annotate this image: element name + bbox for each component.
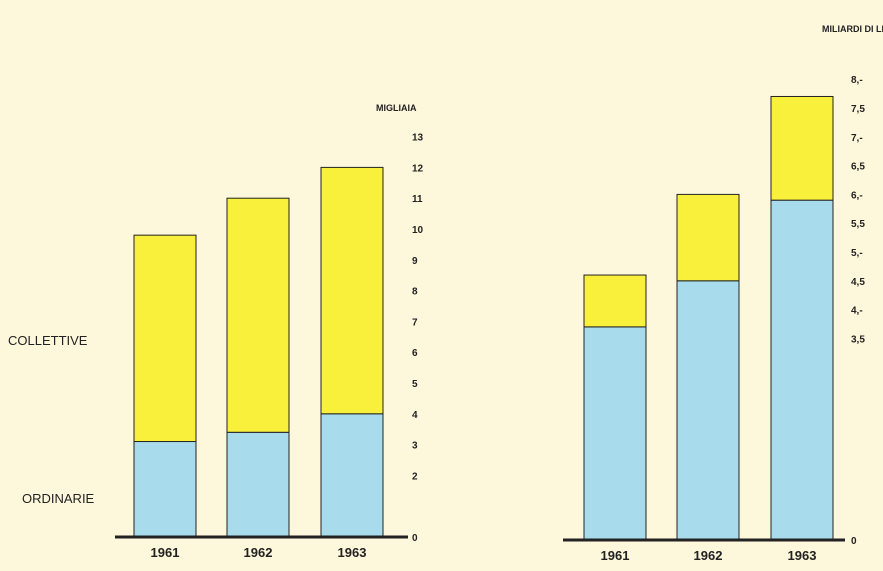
year-label-left-1962: 1962 [244, 545, 273, 560]
legend-collettive-label: COLLETTIVE [8, 333, 88, 348]
y-tick-left: 11 [412, 194, 423, 205]
y-tick-left: 0 [412, 533, 418, 544]
y-unit-label-left: MIGLIAIA [376, 103, 417, 113]
chart-right: 1961 1962 1963 MILIARDI DI LIRE 8,- 7,5 7,- 6,5… [563, 24, 883, 563]
bar-right-1962-collettive [676, 193, 740, 282]
year-label-right-1962: 1962 [694, 548, 723, 563]
y-tick-right: 0 [851, 536, 857, 547]
y-tick-left: 2 [412, 471, 418, 482]
y-tick-left: 9 [412, 256, 418, 267]
y-tick-right: 4,- [851, 306, 863, 317]
year-label-left-1963: 1963 [338, 545, 367, 560]
chart-left: 1961 1962 1963 MIGLIAIA 13 12 11 10 9 8 7 6 5 4 3 2 0 [115, 103, 424, 560]
bar-right-1963-ordinarie [770, 199, 834, 541]
y-tick-left: 8 [412, 287, 418, 298]
bar-left-1963-collettive [320, 166, 384, 415]
y-tick-right: 5,- [851, 248, 863, 259]
y-tick-right: 6,- [851, 190, 863, 201]
y-tick-right: 3,5 [851, 334, 865, 345]
bar-left-1961-collettive [133, 234, 197, 443]
legend-ordinarie-label: ORDINARIE [22, 491, 95, 506]
bar-left-1962-collettive [226, 197, 290, 433]
y-tick-left: 12 [412, 163, 424, 174]
y-tick-right: 6,5 [851, 162, 865, 173]
bar-left-1962-ordinarie [226, 431, 290, 538]
y-tick-left: 5 [412, 379, 418, 390]
year-label-right-1961: 1961 [601, 548, 630, 563]
bar-right-1962-ordinarie [676, 280, 740, 541]
y-tick-left: 6 [412, 348, 418, 359]
y-tick-left: 4 [412, 410, 418, 421]
bar-left-1961-ordinarie [133, 441, 197, 538]
y-tick-right: 5,5 [851, 219, 865, 230]
bar-right-1963-collettive [770, 95, 834, 201]
y-tick-right: 7,- [851, 133, 863, 144]
year-label-right-1963: 1963 [788, 548, 817, 563]
bar-left-1963-ordinarie [320, 413, 384, 538]
year-label-left-1961: 1961 [151, 545, 180, 560]
y-tick-left: 10 [412, 225, 424, 236]
bar-right-1961-ordinarie [583, 326, 647, 541]
y-tick-right: 8,- [851, 75, 863, 86]
y-tick-right: 4,5 [851, 277, 865, 288]
y-tick-left: 7 [412, 317, 418, 328]
bar-right-1961-collettive [583, 274, 647, 328]
y-tick-left: 3 [412, 441, 418, 452]
y-tick-left: 13 [412, 133, 424, 144]
y-unit-label-right: MILIARDI DI LIRE [822, 24, 883, 34]
y-tick-right: 7,5 [851, 104, 865, 115]
